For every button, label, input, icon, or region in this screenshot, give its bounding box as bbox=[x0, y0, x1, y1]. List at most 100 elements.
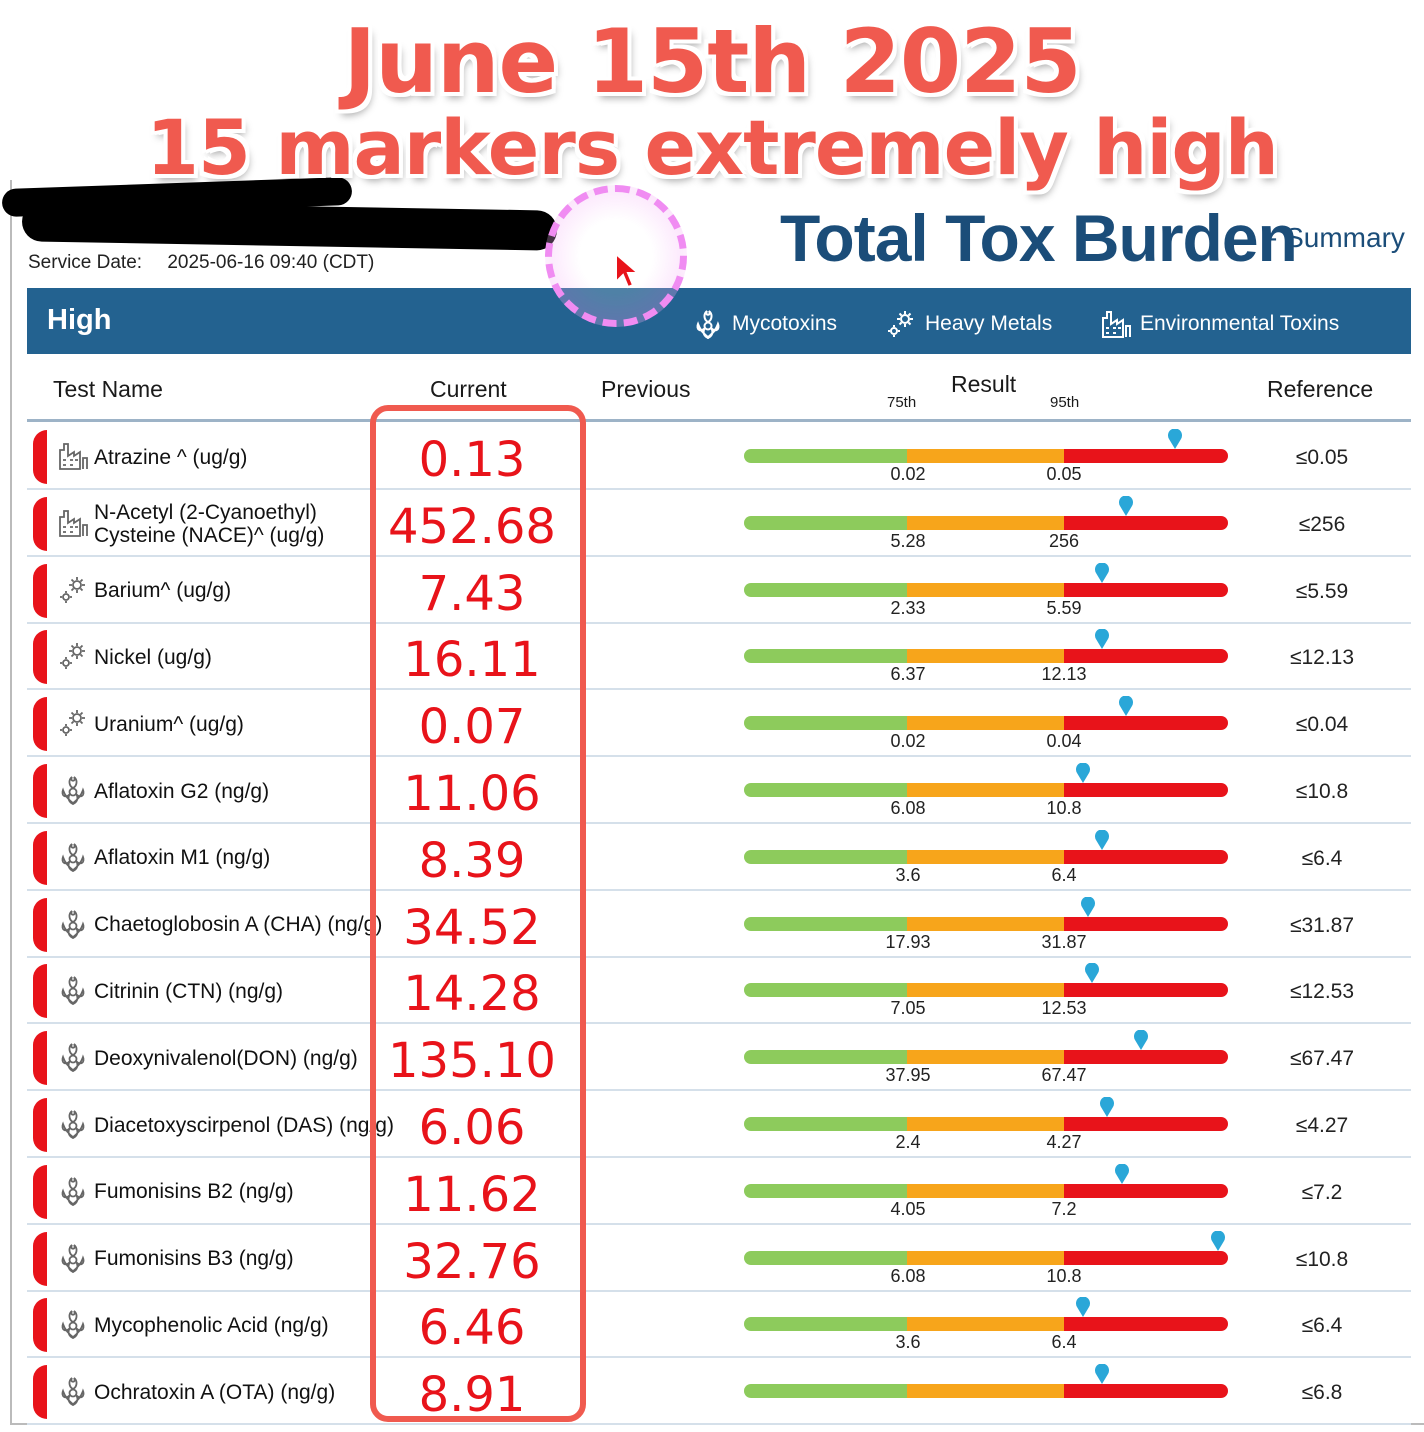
result-range-bar bbox=[744, 1030, 1228, 1065]
reference-value: ≤5.59 bbox=[1295, 579, 1349, 603]
col-previous: Previous bbox=[601, 376, 691, 402]
range-elevated bbox=[907, 1183, 1064, 1198]
range-elevated bbox=[907, 783, 1064, 797]
percentile-95-value: 4.27 bbox=[1046, 1132, 1082, 1152]
reference-value: ≤6.4 bbox=[1301, 1314, 1343, 1338]
biohazard-icon bbox=[61, 1043, 85, 1073]
result-marker-icon bbox=[1211, 1230, 1225, 1251]
table-row: Diacetoxyscirpenol (DAS) (ng/g) 6.06 2.4 4.… bbox=[27, 1092, 1411, 1158]
table-row: Nickel (ug/g) 16.11 6.37 12.13 ≤12.13 bbox=[27, 624, 1411, 691]
range-high bbox=[1064, 849, 1228, 864]
range-high bbox=[1064, 983, 1228, 998]
percentile-75-value: 2.4 bbox=[895, 1132, 921, 1152]
result-marker-icon bbox=[1095, 829, 1109, 850]
result-range-bar bbox=[744, 1364, 1228, 1399]
range-normal bbox=[744, 582, 907, 597]
percentile-95-value: 0.05 bbox=[1046, 464, 1082, 484]
percentile-75-value: 17.93 bbox=[885, 931, 931, 952]
current-value: 11.62 bbox=[403, 1166, 541, 1223]
range-normal bbox=[744, 1250, 907, 1265]
result-range-bar bbox=[744, 696, 1228, 731]
percentile-75-value: 4.05 bbox=[890, 1198, 926, 1219]
result-range-bar bbox=[744, 1230, 1228, 1265]
table-row: Aflatoxin M1 (ng/g) 8.39 3.6 6.4 ≤6.4 bbox=[27, 825, 1411, 891]
biohazard-icon bbox=[61, 1110, 85, 1139]
table-row: Barium^ (ug/g) 7.43 2.33 5.59 ≤5.59 bbox=[27, 558, 1411, 624]
biohazard-icon bbox=[61, 976, 85, 1006]
table-row: Deoxynivalenol(DON) (ng/g) 135.10 37.95 67.… bbox=[27, 1025, 1411, 1092]
range-high bbox=[1064, 649, 1228, 664]
range-normal bbox=[744, 1317, 907, 1332]
reference-value: ≤7.2 bbox=[1301, 1180, 1343, 1204]
range-normal bbox=[744, 783, 907, 797]
current-value: 452.68 bbox=[388, 498, 556, 555]
range-elevated bbox=[907, 582, 1064, 597]
factory-icon bbox=[59, 509, 88, 537]
range-elevated bbox=[907, 649, 1064, 664]
current-value: 0.07 bbox=[418, 699, 526, 756]
test-name: Ochratoxin A (OTA) (ng/g) bbox=[94, 1380, 336, 1404]
high-flag bbox=[33, 1298, 47, 1353]
table-row: Ochratoxin A (OTA) (ng/g) 8.91 ≤6.8 bbox=[27, 1359, 1411, 1426]
result-range-bar bbox=[744, 829, 1228, 864]
high-flag bbox=[33, 1164, 47, 1219]
high-flag bbox=[33, 563, 47, 618]
result-range-bar bbox=[744, 963, 1228, 998]
gear-icon bbox=[60, 643, 85, 670]
result-marker-icon bbox=[1115, 1163, 1129, 1184]
percentile-75-value: 0.02 bbox=[890, 731, 926, 752]
percentile-75-value: 37.95 bbox=[885, 1065, 931, 1086]
report-title: Total Tox Burden bbox=[780, 201, 1298, 275]
reference-value: ≤31.87 bbox=[1289, 913, 1355, 937]
table-row: Uranium^ (ug/g) 0.07 0.02 0.04 ≤0.04 bbox=[27, 691, 1411, 758]
biohazard-icon bbox=[696, 310, 720, 339]
range-normal bbox=[744, 716, 907, 731]
biohazard-icon bbox=[61, 909, 85, 939]
reference-value: ≤12.13 bbox=[1289, 646, 1355, 670]
result-marker-icon bbox=[1119, 495, 1133, 516]
test-name: Deoxynivalenol(DON) (ng/g) bbox=[94, 1046, 358, 1070]
result-marker-icon bbox=[1100, 1097, 1114, 1117]
percentile-75-value: 5.28 bbox=[890, 530, 926, 551]
result-marker-icon bbox=[1119, 696, 1133, 717]
high-flag bbox=[33, 897, 47, 952]
percentile-75-value: 0.02 bbox=[890, 464, 926, 484]
range-elevated bbox=[907, 449, 1064, 463]
range-elevated bbox=[907, 1117, 1064, 1131]
result-range-bar bbox=[744, 629, 1228, 664]
gear-icon bbox=[60, 576, 85, 603]
reference-value: ≤256 bbox=[1298, 512, 1346, 536]
range-high bbox=[1064, 1317, 1228, 1332]
high-flag bbox=[33, 830, 47, 885]
percentile-95-value: 10.8 bbox=[1046, 1265, 1082, 1286]
percentile-95-value: 67.47 bbox=[1041, 1065, 1087, 1086]
overlay-date-title: June 15th 2025 bbox=[343, 10, 1081, 113]
high-flag bbox=[33, 430, 47, 484]
result-marker-icon bbox=[1085, 963, 1099, 984]
result-range-bar bbox=[744, 429, 1228, 463]
percentile-75-value: 6.08 bbox=[890, 1265, 926, 1286]
test-name: Fumonisins B3 (ng/g) bbox=[94, 1247, 294, 1271]
table-row: Mycophenolic Acid (ng/g) 6.46 3.6 6.4 ≤6.4 bbox=[27, 1292, 1411, 1359]
reference-value: ≤6.8 bbox=[1301, 1381, 1343, 1405]
col-reference: Reference bbox=[1267, 376, 1374, 402]
range-elevated bbox=[907, 1384, 1064, 1399]
test-name: Aflatoxin M1 (ng/g) bbox=[94, 846, 271, 870]
range-elevated bbox=[907, 849, 1064, 864]
result-range-bar bbox=[744, 896, 1228, 931]
range-high bbox=[1064, 783, 1228, 797]
range-normal bbox=[744, 983, 907, 998]
test-name: Citrinin (CTN) (ng/g) bbox=[94, 979, 284, 1003]
range-high bbox=[1064, 1183, 1228, 1198]
range-elevated bbox=[907, 1050, 1064, 1065]
gear-icon bbox=[60, 710, 85, 737]
result-range-bar bbox=[744, 495, 1228, 530]
table-row: Citrinin (CTN) (ng/g) 14.28 7.05 12.53 ≤12.5… bbox=[27, 958, 1411, 1025]
high-flag bbox=[33, 496, 47, 551]
range-elevated bbox=[907, 1250, 1064, 1265]
range-high bbox=[1064, 582, 1228, 597]
current-column-highlight bbox=[370, 405, 586, 1422]
col-95th: 95th bbox=[1050, 394, 1080, 411]
percentile-95-value: 5.59 bbox=[1046, 597, 1082, 618]
range-high bbox=[1064, 1117, 1228, 1131]
